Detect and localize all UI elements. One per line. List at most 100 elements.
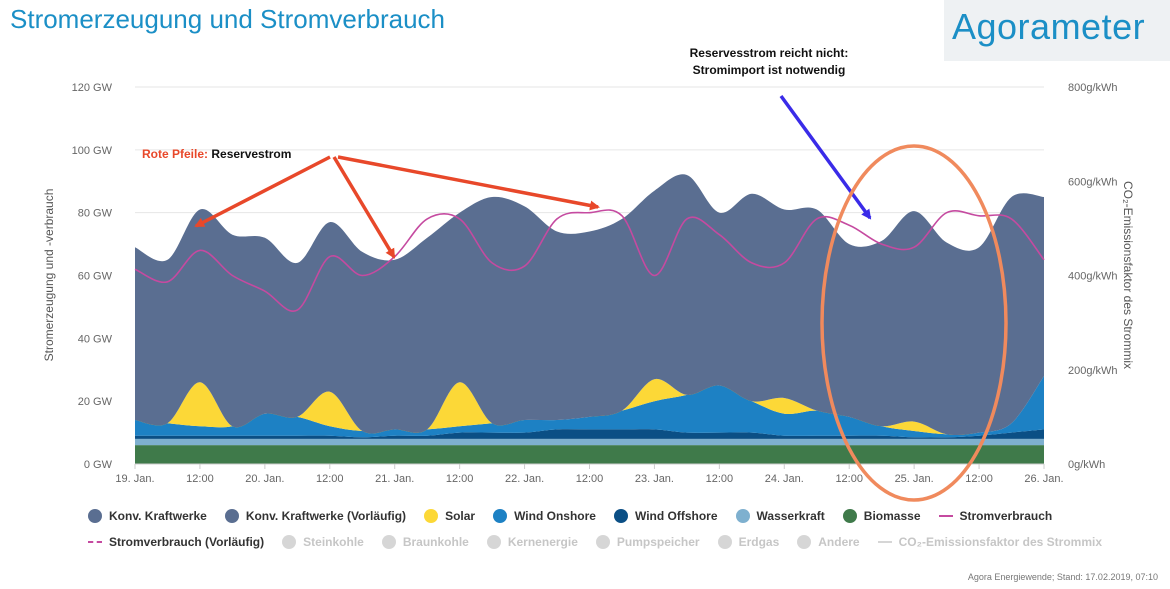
legend-swatch (877, 541, 892, 543)
legend-swatch (88, 541, 102, 543)
legend-swatch (486, 535, 501, 549)
legend-item-stromverbrauch[interactable]: Stromverbrauch (938, 509, 1053, 523)
area-wind-offshore (135, 429, 1044, 439)
y-axis-ticks: 0 GW 20 GW 40 GW 60 GW 80 GW 100 GW 120 GW (72, 82, 113, 471)
area-konv-kraftwerke (135, 174, 1044, 435)
source-footer: Agora Energiewende; Stand: 17.02.2019, 0… (967, 572, 1158, 582)
x-tick-label: 12:00 (316, 473, 344, 485)
legend-swatch (938, 515, 953, 517)
legend-item-wind-onshore[interactable]: Wind Onshore (493, 509, 596, 523)
area-wind-onshore (135, 376, 1044, 438)
legend-label: Pumpspeicher (616, 535, 700, 549)
y-axis-label: Stromerzeugung und -verbrauch (42, 188, 56, 362)
x-tick-label: 24. Jan. (765, 473, 804, 485)
area-series (135, 174, 1044, 464)
legend-swatch (797, 535, 812, 549)
legend-item-pumpspeicher[interactable]: Pumpspeicher (595, 535, 700, 549)
blue-arrow-annotation: Reservesstrom reicht nicht: Stromimport … (674, 45, 864, 79)
legend-row: Konv. Kraftwerke Konv. Kraftwerke (Vorläu… (88, 504, 1118, 528)
red-annotation-text: Reservestrom (208, 147, 292, 161)
area-solar (135, 376, 1044, 435)
y-right-tick-label: 200g/kWh (1068, 365, 1118, 377)
x-tick-label: 12:00 (446, 473, 474, 485)
legend-label: Erdgas (738, 535, 780, 549)
legend-item-solar[interactable]: Solar (424, 509, 475, 523)
agorameter-logo[interactable]: Agorameter (952, 6, 1146, 47)
legend-item-stromverbrauch-vorl-ufig-[interactable]: Stromverbrauch (Vorläufig) (88, 535, 264, 549)
y-tick-label: 100 GW (72, 145, 113, 157)
x-tick-label: 23. Jan. (635, 473, 674, 485)
legend-label: Braunkohle (402, 535, 469, 549)
red-annotation-prefix: Rote Pfeile: (142, 147, 209, 161)
legend-label: Solar (445, 509, 476, 523)
blue-annotation-line2: Stromimport ist notwendig (692, 63, 846, 77)
y-tick-label: 40 GW (78, 333, 113, 345)
legend-swatch (282, 535, 297, 549)
legend-label: Biomasse (863, 509, 921, 523)
x-tick-label: 12:00 (576, 473, 604, 485)
legend-swatch (842, 509, 857, 523)
red-arrow (332, 156, 396, 259)
y-tick-label: 120 GW (72, 82, 113, 94)
x-tick-label: 22. Jan. (505, 473, 544, 485)
x-tick-label: 12:00 (186, 473, 214, 485)
legend-label: Stromverbrauch (959, 509, 1053, 523)
x-axis-ticks: 19. Jan. 12:00 20. Jan. 12:00 21. Jan. 12:00 2… (115, 463, 1064, 485)
y-axis-right-label: CO₂-Emissionsfaktor des Strommix (1121, 180, 1135, 370)
y-right-tick-label: 600g/kWh (1068, 176, 1118, 188)
x-tick-label: 25. Jan. (895, 473, 934, 485)
legend-item-andere[interactable]: Andere (797, 535, 860, 549)
y-axis-right-ticks: 0g/kWh 200g/kWh 400g/kWh 600g/kWh 800g/kWh (1068, 82, 1118, 471)
legend-label: Wind Onshore (514, 509, 596, 523)
legend-label: Wind Offshore (634, 509, 718, 523)
legend-swatch (613, 509, 628, 523)
legend-label: Steinkohle (303, 535, 364, 549)
legend-item-braunkohle[interactable]: Braunkohle (381, 535, 469, 549)
legend-label: CO₂-Emissionsfaktor des Strommix (898, 535, 1102, 549)
annotation-arrows (194, 94, 1008, 502)
x-tick-label: 19. Jan. (115, 473, 154, 485)
legend-item-konv-kraftwerke-vorl-ufig-[interactable]: Konv. Kraftwerke (Vorläufig) (224, 509, 407, 523)
line-series (134, 209, 1045, 312)
chart-legend: Konv. Kraftwerke Konv. Kraftwerke (Vorläu… (88, 504, 1118, 556)
legend-item-co-emissionsfaktor-des-strommix[interactable]: CO₂-Emissionsfaktor des Strommix (877, 535, 1102, 549)
legend-item-konv-kraftwerke[interactable]: Konv. Kraftwerke (88, 509, 207, 523)
y-tick-label: 80 GW (78, 208, 113, 220)
y-right-tick-label: 400g/kWh (1068, 271, 1118, 283)
red-arrow (194, 155, 331, 228)
legend-swatch (717, 535, 732, 549)
legend-label: Stromverbrauch (Vorläufig) (109, 535, 265, 549)
brand-box (944, 0, 1170, 61)
legend-swatch (224, 509, 239, 523)
red-arrow (337, 155, 600, 211)
legend-label: Konv. Kraftwerke (Vorläufig) (245, 509, 407, 523)
page-title: Stromerzeugung und Stromverbrauch (10, 4, 446, 34)
legend-item-kernenergie[interactable]: Kernenergie (486, 535, 578, 549)
legend-swatch (381, 535, 396, 549)
x-tick-label: 26. Jan. (1024, 473, 1063, 485)
legend-label: Wasserkraft (756, 509, 825, 523)
legend-item-wasserkraft[interactable]: Wasserkraft (735, 509, 825, 523)
legend-item-wind-offshore[interactable]: Wind Offshore (613, 509, 718, 523)
legend-swatch (424, 509, 439, 523)
y-right-tick-label: 0g/kWh (1068, 459, 1105, 471)
y-right-tick-label: 800g/kWh (1068, 82, 1118, 94)
y-tick-label: 20 GW (78, 396, 113, 408)
red-arrow-annotation: Rote Pfeile: Reservestrom (142, 147, 291, 161)
area-biomasse (135, 445, 1044, 464)
legend-item-steinkohle[interactable]: Steinkohle (282, 535, 364, 549)
highlight-ellipse (820, 144, 1008, 502)
x-tick-label: 20. Jan. (245, 473, 284, 485)
legend-item-erdgas[interactable]: Erdgas (717, 535, 780, 549)
legend-label: Kernenergie (507, 535, 578, 549)
x-tick-label: 12:00 (835, 473, 863, 485)
legend-item-biomasse[interactable]: Biomasse (842, 509, 921, 523)
area-wasserkraft (135, 438, 1044, 446)
legend-swatch (595, 535, 610, 549)
x-tick-label: 21. Jan. (375, 473, 414, 485)
x-tick-label: 12:00 (706, 473, 734, 485)
line-stromverbrauch (134, 209, 1045, 312)
blue-annotation-line1: Reservesstrom reicht nicht: (689, 46, 849, 60)
legend-swatch (88, 509, 102, 523)
